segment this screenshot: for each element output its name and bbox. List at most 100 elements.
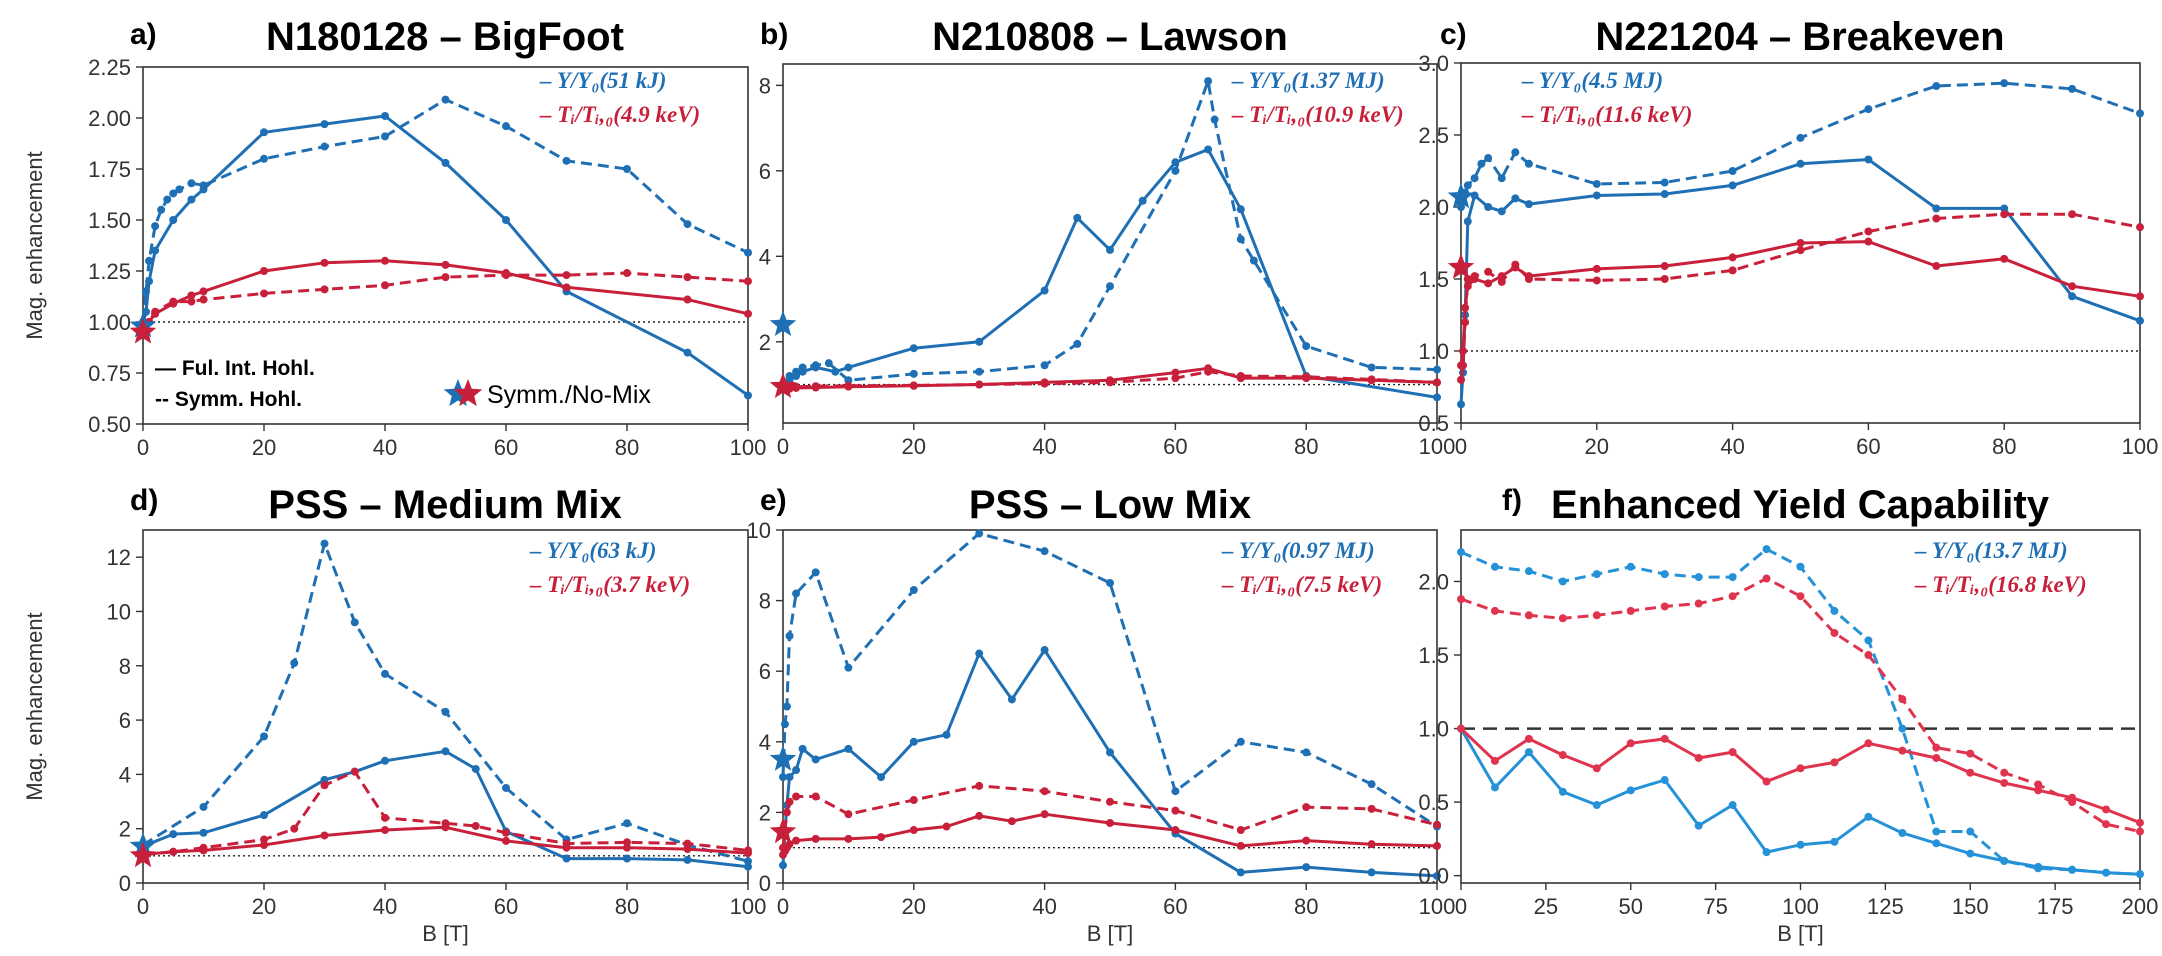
- data-point: [502, 271, 510, 280]
- data-point: [1484, 279, 1493, 288]
- data-point: [1796, 764, 1805, 773]
- y-tick-label: 2.5: [1418, 123, 1449, 148]
- data-point: [1367, 780, 1376, 789]
- data-point: [1511, 260, 1520, 269]
- y-tick-label: 1.0: [1418, 339, 1449, 364]
- data-point: [2034, 786, 2043, 795]
- data-point: [1932, 82, 1941, 91]
- data-point: [1484, 154, 1493, 163]
- data-point: [1461, 318, 1470, 327]
- symm-star-marker: [769, 817, 797, 844]
- data-point: [2000, 778, 2009, 787]
- plot-frame: [1460, 62, 2141, 424]
- x-tick-label: 0: [1455, 894, 1467, 919]
- data-point: [623, 838, 631, 847]
- chart-title: PSS – Medium Mix: [268, 483, 621, 527]
- data-point: [1040, 547, 1049, 556]
- data-point: [169, 847, 178, 856]
- data-point: [1490, 606, 1499, 615]
- data-point: [683, 839, 692, 848]
- data-point: [1040, 646, 1049, 655]
- data-point: [1040, 361, 1049, 370]
- data-point: [1864, 227, 1873, 236]
- data-point: [1073, 213, 1082, 222]
- data-point: [320, 831, 329, 840]
- data-point: [290, 659, 299, 668]
- data-point: [1249, 256, 1258, 265]
- data-point: [1459, 361, 1468, 370]
- data-point: [320, 142, 329, 151]
- data-point: [1728, 181, 1737, 190]
- data-point: [381, 756, 389, 765]
- data-point: [260, 289, 268, 298]
- x-tick-label: 20: [902, 894, 926, 919]
- chart-panel-6: Enhanced Yield Capability f) 0 25 50 75 100 125…: [1418, 483, 2158, 946]
- data-point: [471, 821, 480, 830]
- y-tick-label: 12: [107, 545, 131, 570]
- x-axis-label: B [T]: [1777, 921, 1823, 946]
- y-tick-label: 1.5: [1418, 267, 1449, 292]
- data-point: [1367, 363, 1376, 372]
- series-line-2: [141, 98, 749, 323]
- data-point: [381, 132, 389, 141]
- data-point: [1367, 804, 1376, 813]
- data-point: [2034, 864, 2043, 873]
- x-tick-label: 80: [1294, 434, 1318, 459]
- data-point: [2068, 282, 2077, 291]
- data-point: [942, 730, 951, 739]
- data-point: [2136, 292, 2144, 301]
- data-point: [1497, 277, 1506, 286]
- data-point: [1864, 739, 1873, 748]
- data-point: [1932, 753, 1941, 762]
- data-point: [151, 307, 160, 316]
- data-point: [1592, 264, 1601, 273]
- legend-dashed-label: -- Symm. Hohl.: [155, 388, 302, 411]
- data-point: [1524, 748, 1533, 757]
- data-point: [909, 796, 918, 805]
- data-point: [502, 836, 510, 845]
- data-point: [1728, 253, 1737, 262]
- data-point: [2136, 223, 2144, 232]
- data-point: [1171, 374, 1180, 383]
- data-point: [1457, 400, 1465, 409]
- series-line-3: [142, 825, 749, 856]
- data-point: [1932, 827, 1941, 836]
- chart-title: PSS – Low Mix: [969, 483, 1251, 527]
- data-point: [1966, 768, 1975, 777]
- chart-title: N221204 – Breakeven: [1595, 15, 2004, 59]
- x-tick-label: 40: [373, 894, 397, 919]
- y-tick-label: 4: [759, 730, 771, 755]
- data-point: [1302, 836, 1311, 845]
- data-point: [1592, 276, 1601, 285]
- data-point: [744, 857, 752, 866]
- data-point: [1864, 237, 1873, 246]
- data-point: [169, 189, 178, 198]
- data-point: [290, 824, 299, 833]
- data-point: [381, 826, 389, 835]
- data-point: [1694, 821, 1703, 830]
- data-point: [824, 359, 833, 368]
- data-point: [320, 539, 329, 548]
- data-point: [2136, 818, 2144, 827]
- data-point: [142, 287, 151, 296]
- data-point: [942, 822, 951, 831]
- data-point: [792, 382, 801, 391]
- data-point: [1484, 203, 1493, 211]
- data-point: [1511, 148, 1520, 157]
- data-point: [1694, 599, 1703, 608]
- series-line-2: [781, 532, 1438, 828]
- data-point: [157, 205, 166, 214]
- x-tick-label: 20: [252, 435, 276, 460]
- series-line-1: [782, 148, 1438, 399]
- data-point: [1830, 758, 1839, 767]
- y-tick-label: 1.75: [88, 157, 131, 182]
- x-tick-label: 20: [902, 434, 926, 459]
- data-point: [1463, 217, 1472, 226]
- data-point: [1864, 105, 1873, 114]
- data-point: [779, 843, 787, 852]
- series-line-1: [1459, 727, 2141, 876]
- series-line-4: [1460, 577, 2141, 833]
- data-point: [975, 649, 984, 658]
- data-point: [1433, 871, 1441, 880]
